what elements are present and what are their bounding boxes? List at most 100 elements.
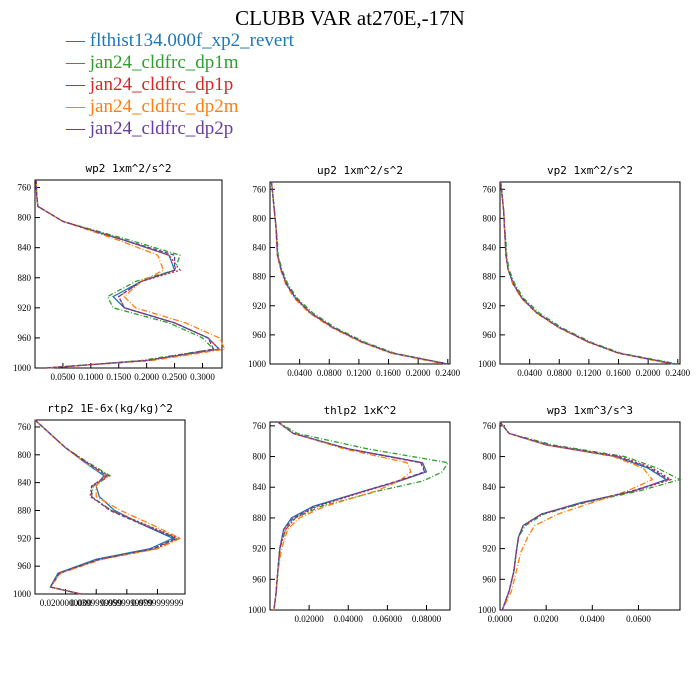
series-line <box>35 179 226 369</box>
y-tick-label: 1000 <box>478 605 497 615</box>
x-tick-label: 0.1200 <box>577 368 602 378</box>
chart-panel: up2 1xm^2/s^2 760 800 840 880 920 960 1000 0.040… <box>248 164 461 378</box>
x-tick-label: 0.1500 <box>106 372 131 382</box>
y-tick-label: 960 <box>18 561 32 571</box>
legend-dash: — <box>66 52 90 73</box>
y-tick-label: 800 <box>18 213 32 223</box>
y-tick-label: 920 <box>253 301 267 311</box>
x-tick-label: 0.08000 <box>412 614 442 624</box>
x-tick-label: 0.04000 <box>334 614 364 624</box>
y-tick-label: 880 <box>253 272 267 282</box>
plot-frame <box>269 181 451 365</box>
legend-label: jan24_cldfrc_dp2m <box>89 96 239 117</box>
x-tick-label: 0.0800 <box>317 368 342 378</box>
x-tick-label: 0.0400 <box>287 368 312 378</box>
series-line <box>35 179 215 369</box>
y-tick-label: 760 <box>483 184 497 194</box>
y-tick-label: 840 <box>18 478 32 488</box>
y-tick-label: 1000 <box>478 359 497 369</box>
series-line <box>500 181 678 365</box>
y-tick-label: 920 <box>483 301 497 311</box>
series-line <box>34 419 178 595</box>
x-tick-label: 0.0800 <box>547 368 572 378</box>
x-tick-label: 0.0500 <box>51 372 76 382</box>
y-tick-label: 1000 <box>13 589 32 599</box>
legend-entry: — flthist134.000f_xp2_revert <box>66 30 294 52</box>
panel-title: up2 1xm^2/s^2 <box>317 164 403 177</box>
series-line <box>270 181 448 365</box>
x-tick-label: 0.02000 <box>295 614 325 624</box>
y-tick-label: 960 <box>253 330 267 340</box>
x-tick-label: 0.0400 <box>580 614 605 624</box>
legend-label: jan24_cldfrc_dp2p <box>89 118 234 139</box>
x-tick-label: 0.1000 <box>78 372 103 382</box>
legend-entry: — jan24_cldfrc_dp1m <box>66 52 294 74</box>
x-tick-label: 0.1600 <box>376 368 401 378</box>
chart-panel: vp2 1xm^2/s^2 760 800 840 880 920 960 1000 0.040… <box>478 164 691 378</box>
legend-dash: — <box>66 118 90 139</box>
y-tick-label: 1000 <box>13 363 32 373</box>
y-tick-label: 840 <box>483 482 497 492</box>
series-line <box>500 181 675 365</box>
y-tick-label: 760 <box>18 183 32 193</box>
y-tick-label: 920 <box>253 544 267 554</box>
y-tick-label: 1000 <box>248 359 267 369</box>
plot-frame <box>499 421 681 611</box>
y-tick-label: 960 <box>483 330 497 340</box>
plot-frame <box>34 419 186 595</box>
legend-entry: — jan24_cldfrc_dp1p <box>66 74 294 96</box>
legend-dash: — <box>66 96 90 117</box>
series-line <box>270 181 448 365</box>
chart-panel: rtp2 1E-6x(kg/kg)^2 760 800 840 880 920 960 100… <box>13 402 186 608</box>
x-tick-label: 0.2000 <box>636 368 661 378</box>
panel-title: thlp2 1xK^2 <box>324 404 397 417</box>
y-tick-label: 760 <box>483 421 497 431</box>
series-line <box>270 181 448 365</box>
series-line <box>270 181 445 365</box>
series-line <box>500 181 673 365</box>
series-line <box>500 181 675 365</box>
y-tick-label: 880 <box>483 513 497 523</box>
legend-dash: — <box>66 74 90 95</box>
y-tick-label: 920 <box>18 303 32 313</box>
legend-label: flthist134.000f_xp2_revert <box>89 30 294 51</box>
chart-panel: thlp2 1xK^2 760 800 840 880 920 960 1000 0.02000… <box>248 404 451 624</box>
y-tick-label: 880 <box>483 272 497 282</box>
legend-dash: — <box>66 30 90 51</box>
series-line <box>35 179 221 369</box>
y-tick-label: 800 <box>18 450 32 460</box>
x-tick-label: 0.3000 <box>190 372 215 382</box>
legend-label: jan24_cldfrc_dp1m <box>89 52 239 73</box>
y-tick-label: 840 <box>253 243 267 253</box>
y-tick-label: 960 <box>253 574 267 584</box>
y-tick-label: 960 <box>18 333 32 343</box>
plot-frame <box>269 421 451 611</box>
y-tick-label: 920 <box>483 544 497 554</box>
x-tick-label: 0.0399999999 <box>70 598 122 608</box>
y-tick-label: 800 <box>253 213 267 223</box>
panel-title: rtp2 1E-6x(kg/kg)^2 <box>47 402 173 415</box>
series-line <box>34 419 182 595</box>
series-line <box>270 181 448 365</box>
plot-frame <box>34 179 223 369</box>
y-tick-label: 760 <box>253 184 267 194</box>
x-tick-label: 0.0200 <box>534 614 559 624</box>
y-tick-label: 880 <box>18 273 32 283</box>
series-line <box>500 181 675 365</box>
legend-entry: — jan24_cldfrc_dp2m <box>66 96 294 118</box>
y-tick-label: 840 <box>483 243 497 253</box>
legend: — flthist134.000f_xp2_revert — jan24_cld… <box>66 30 294 140</box>
series-line <box>35 179 221 369</box>
legend-entry: — jan24_cldfrc_dp2p <box>66 118 294 140</box>
x-tick-label: 0.0200000000 <box>40 598 92 608</box>
y-tick-label: 760 <box>18 422 32 432</box>
x-tick-label: 0.2500 <box>162 372 187 382</box>
x-tick-label: 0.0600 <box>626 614 651 624</box>
x-tick-label: 0.0599999999 <box>101 598 153 608</box>
chart-panel: wp3 1xm^3/s^3 760 800 840 880 920 960 10000.000… <box>478 404 682 624</box>
legend-label: jan24_cldfrc_dp1p <box>89 74 234 95</box>
y-tick-label: 920 <box>18 533 32 543</box>
y-tick-label: 880 <box>253 513 267 523</box>
x-tick-label: 0.2400 <box>665 368 690 378</box>
